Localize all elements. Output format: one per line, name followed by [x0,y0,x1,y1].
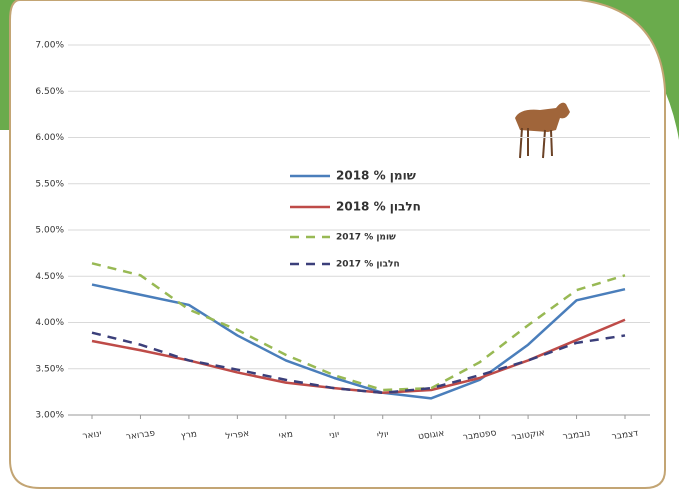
x-tick-label: אוקטובר [511,428,546,443]
x-tick-label: נובמבר [562,429,591,443]
y-tick-label: 4.50% [35,272,64,282]
x-tick-label: יולי [376,430,389,442]
x-tick-label: מאי [278,430,293,442]
goat-icon [515,102,570,159]
panel [9,0,666,489]
legend-label: חלבון % 2017 [336,260,400,270]
x-tick-label: דצמבר [611,429,639,443]
y-tick-label: 7.00% [35,41,64,51]
series-line [91,262,626,392]
x-tick-label: מרץ [180,429,197,441]
x-tick-label: אפריל [225,429,250,442]
x-tick-label: ינואר [82,429,102,442]
series-line [91,331,626,395]
legend-label: שומן % 2017 [336,233,396,243]
legend-label: חלבון % 2018 [336,200,421,214]
y-tick-label: 6.50% [35,87,64,97]
decor-green-corner [560,0,679,140]
x-tick-label: פברואר [125,428,156,442]
y-tick-label: 5.50% [35,179,64,189]
y-tick-label: 3.50% [35,364,64,374]
y-tick-label: 6.00% [35,133,64,143]
x-tick-label: ספטמבר [462,428,497,443]
y-tick-label: 3.00% [35,411,64,421]
legend-label: שומן % 2018 [336,169,416,183]
x-tick-label: יוני [329,430,340,441]
x-tick-label: אוגוסט [418,429,445,443]
y-tick-label: 4.00% [35,318,64,328]
y-tick-label: 5.00% [35,226,64,236]
